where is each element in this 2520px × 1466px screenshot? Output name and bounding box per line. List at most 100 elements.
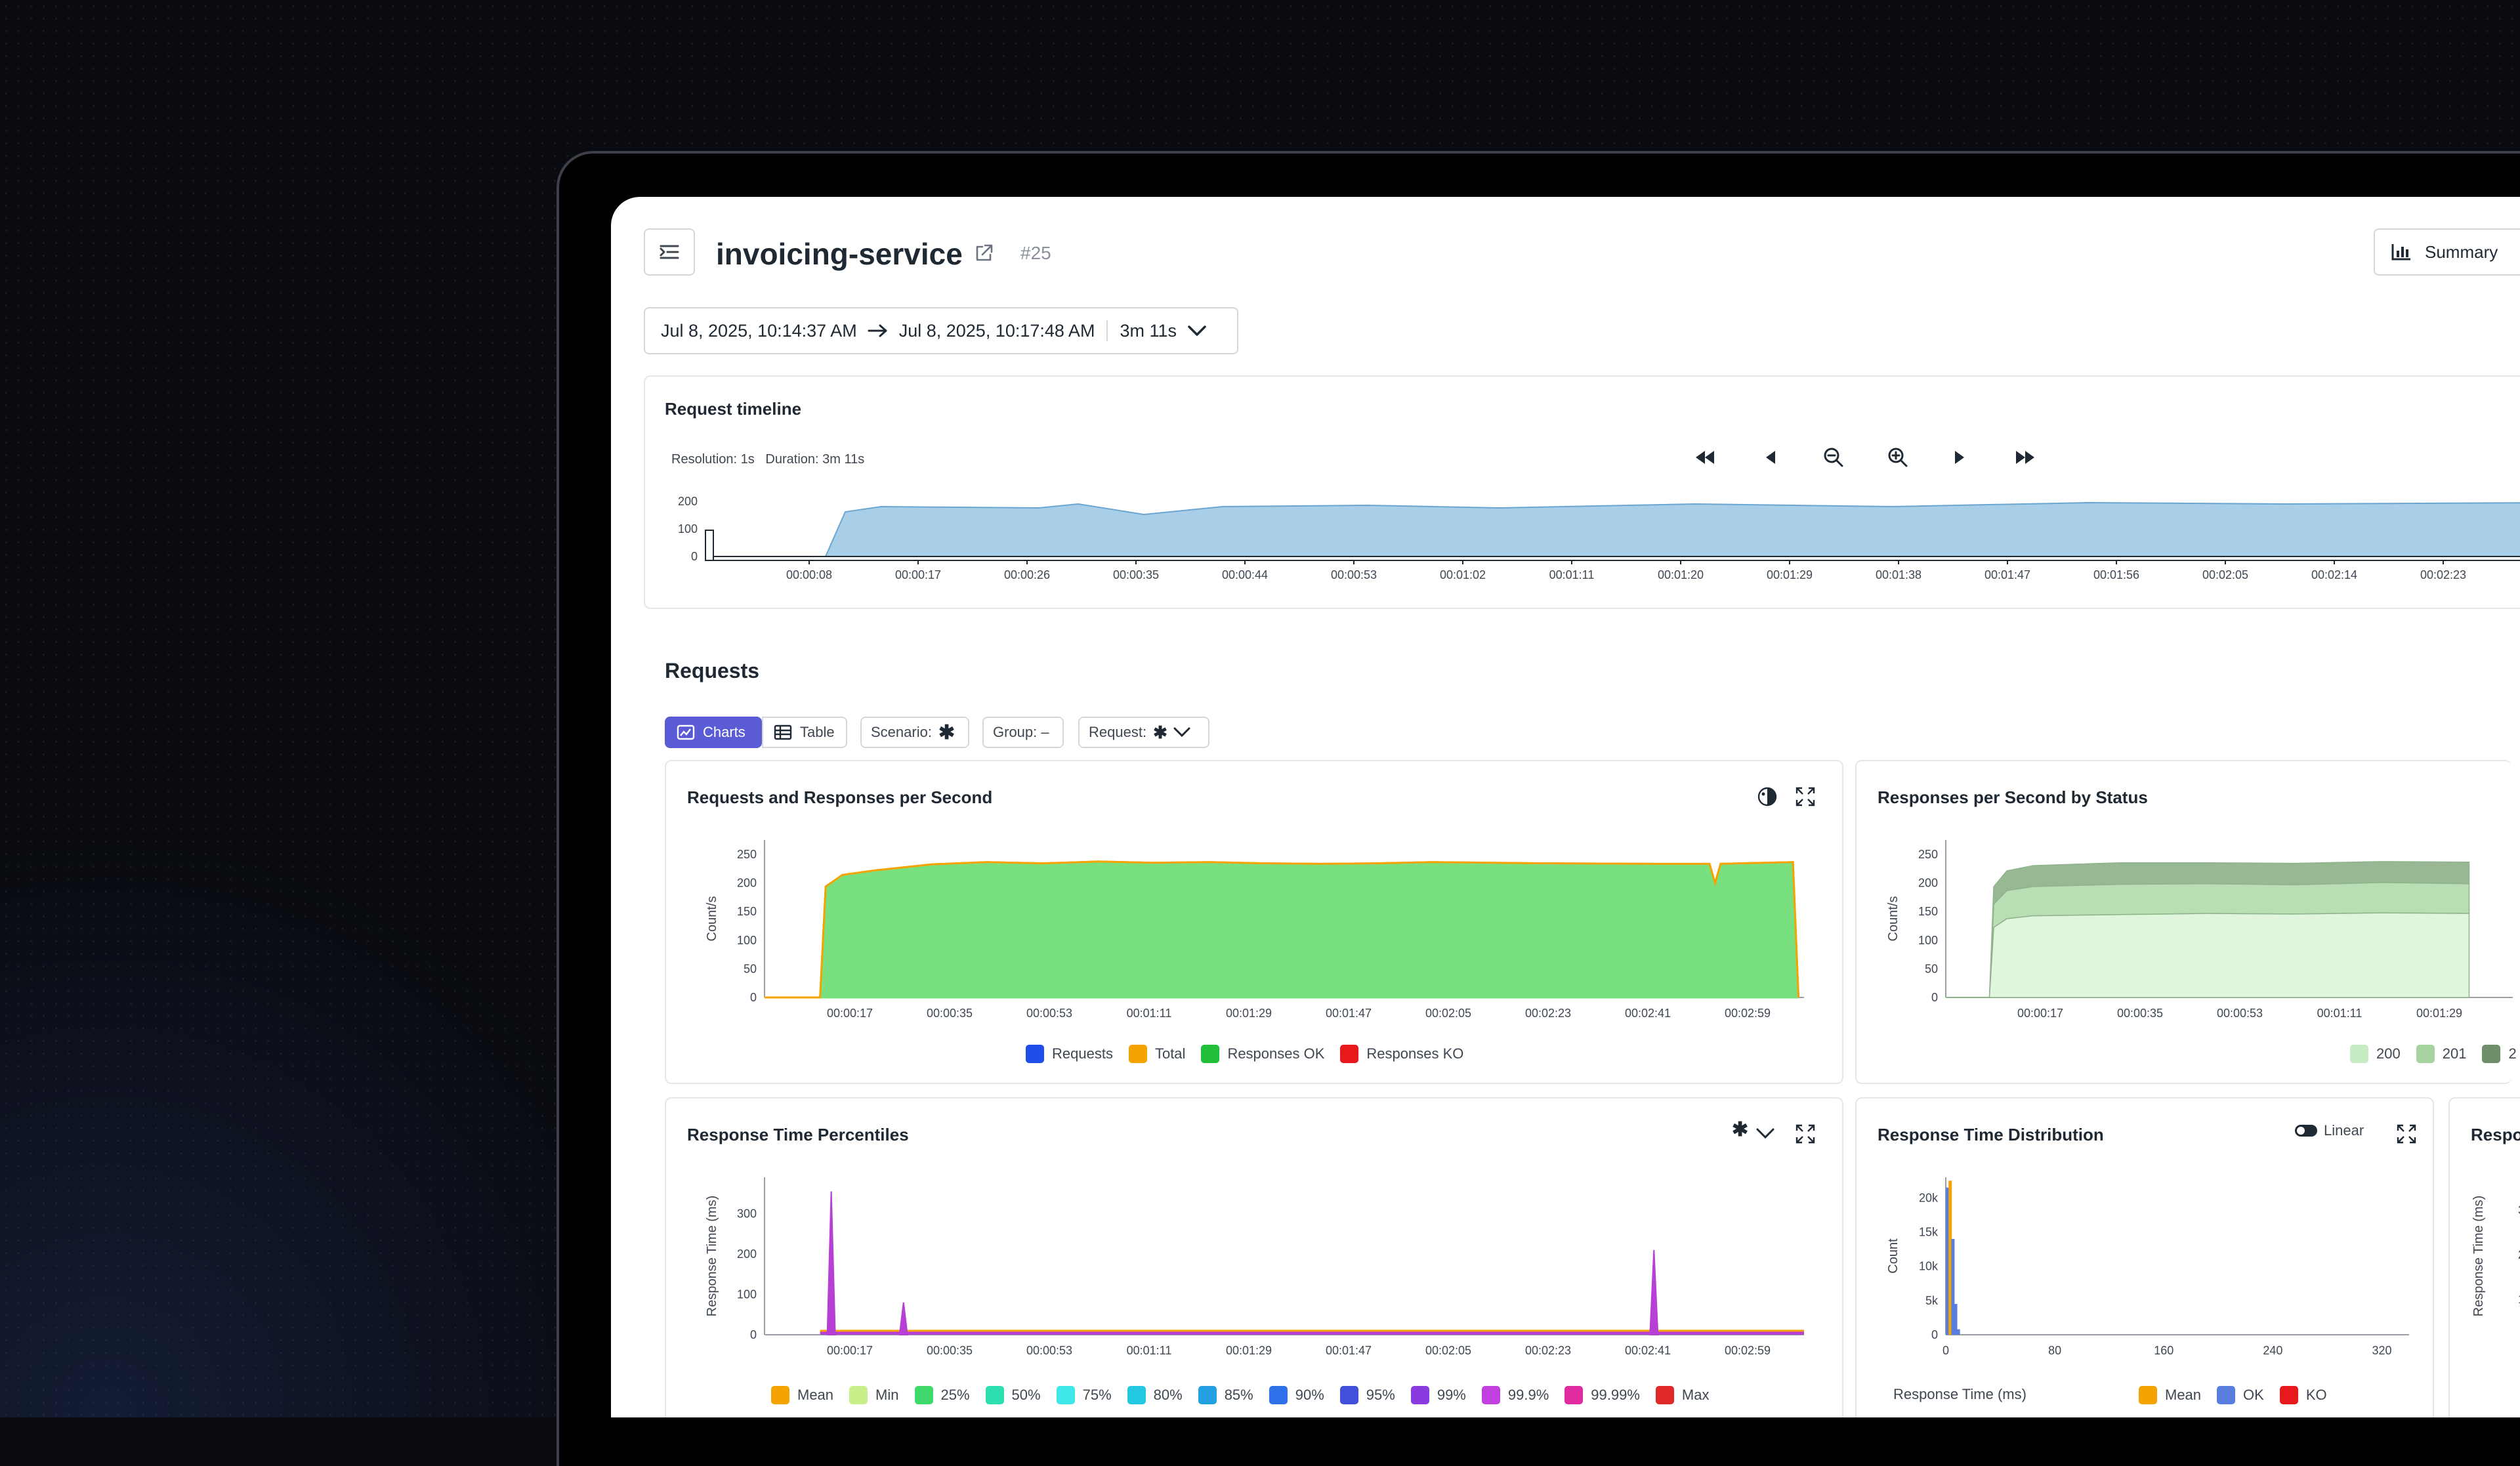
legend-item[interactable]: 201 bbox=[2416, 1045, 2466, 1063]
zoom-in-icon[interactable] bbox=[1887, 446, 1909, 469]
palette-icon[interactable] bbox=[1757, 786, 1778, 807]
x-tick-label: 00:02:05 bbox=[1425, 1344, 1471, 1357]
x-tick-label: 00:00:17 bbox=[2017, 1007, 2063, 1020]
legend-item[interactable]: 2 bbox=[2482, 1045, 2517, 1063]
scenario-filter[interactable]: Scenario: ✱ bbox=[860, 717, 969, 748]
legend-item[interactable]: 99.99% bbox=[1564, 1386, 1640, 1404]
legend-item[interactable]: OK bbox=[2217, 1386, 2264, 1404]
legend-item[interactable]: 80% bbox=[1127, 1386, 1183, 1404]
x-tick-label: 00:02:41 bbox=[1625, 1344, 1671, 1357]
timeline-chart[interactable]: 200 100 0 00:00:08 00:00:17 00:00:26 00:00:… bbox=[645, 488, 2520, 610]
arrow-right-icon bbox=[868, 324, 887, 337]
timeline-x-tick: 00:01:20 bbox=[1658, 568, 1704, 581]
requests-responses-chart[interactable]: 250 200 150 100 50 0 Count/s 00:00:17 00:00:35 00… bbox=[666, 833, 1845, 1024]
y-tick-label: 250 bbox=[1918, 848, 1938, 861]
percentiles-chart[interactable]: 300 200 100 0 Response Time (ms) 00:00:17 00:0… bbox=[666, 1171, 1845, 1368]
legend-item[interactable]: Max bbox=[1655, 1386, 1710, 1404]
percentile-spike bbox=[898, 1302, 908, 1335]
response-time-panel-partial: Respo 30 20 10 Response Time (ms) bbox=[2448, 1097, 2520, 1417]
legend-item[interactable]: 50% bbox=[985, 1386, 1041, 1404]
chevron-down-icon[interactable] bbox=[1755, 1127, 1775, 1141]
step-back-icon[interactable] bbox=[1762, 449, 1778, 466]
x-tick-label: 240 bbox=[2263, 1344, 2282, 1357]
rewind-icon[interactable] bbox=[1694, 449, 1716, 466]
y-tick-label: 250 bbox=[737, 848, 757, 861]
expand-icon[interactable] bbox=[1795, 1123, 1816, 1144]
legend-label: 75% bbox=[1082, 1387, 1112, 1403]
response-time-chart-partial[interactable]: 30 20 10 Response Time (ms) bbox=[2450, 1171, 2520, 1368]
tab-table[interactable]: Table bbox=[762, 717, 847, 748]
legend-swatch bbox=[2416, 1045, 2435, 1063]
legend-item[interactable]: 25% bbox=[914, 1386, 970, 1404]
x-tick-label: 00:02:23 bbox=[1525, 1007, 1571, 1020]
legend-item[interactable]: 99% bbox=[1410, 1386, 1466, 1404]
group-filter-label: Group: – bbox=[993, 724, 1049, 740]
expand-icon[interactable] bbox=[2396, 1123, 2417, 1144]
panel-title: Responses per Second by Status bbox=[1878, 787, 2148, 807]
legend-item[interactable]: 90% bbox=[1269, 1386, 1324, 1404]
asterisk-icon[interactable]: ✱ bbox=[1732, 1119, 1749, 1141]
x-tick-label: 00:02:41 bbox=[1625, 1007, 1671, 1020]
legend-item[interactable]: Min bbox=[849, 1386, 899, 1404]
group-filter[interactable]: Group: – bbox=[982, 717, 1064, 748]
legend-item[interactable]: Responses KO bbox=[1340, 1045, 1463, 1063]
legend-item[interactable]: 85% bbox=[1198, 1386, 1253, 1404]
legend-item[interactable]: 200 bbox=[2350, 1045, 2401, 1063]
legend-item[interactable]: 95% bbox=[1339, 1386, 1395, 1404]
responses-by-status-chart[interactable]: 250 200 150 100 50 0 Count/s 00:00:17 00:00:35 00… bbox=[1857, 833, 2513, 1024]
legend-label: Mean bbox=[797, 1387, 834, 1403]
legend-label: Max bbox=[1681, 1387, 1710, 1403]
y-tick-label: 10k bbox=[1919, 1260, 1939, 1273]
legend-item[interactable]: Mean bbox=[2139, 1386, 2201, 1404]
y-axis-label: Response Time (ms) bbox=[2471, 1196, 2486, 1317]
summary-button[interactable]: Summary bbox=[2374, 228, 2520, 276]
time-range-picker[interactable]: Jul 8, 2025, 10:14:37 AM Jul 8, 2025, 10… bbox=[644, 307, 1238, 354]
legend-swatch bbox=[1481, 1386, 1500, 1404]
distribution-chart[interactable]: 20k 15k 10k 5k 0 Count 0 80 160 240 320 bbox=[1857, 1171, 2435, 1368]
external-link-icon[interactable] bbox=[973, 243, 994, 264]
zoom-out-icon[interactable] bbox=[1822, 446, 1845, 469]
legend-swatch bbox=[2350, 1045, 2368, 1063]
y-axis-label: Response Time (ms) bbox=[705, 1196, 719, 1317]
legend-label: Responses KO bbox=[1366, 1045, 1464, 1062]
scenario-filter-label: Scenario: bbox=[871, 724, 932, 740]
distribution-bar bbox=[1946, 1187, 1950, 1335]
step-forward-icon[interactable] bbox=[1952, 449, 1968, 466]
x-tick-label: 00:02:05 bbox=[1425, 1007, 1471, 1020]
sidebar-toggle-button[interactable] bbox=[644, 228, 695, 276]
legend-swatch bbox=[1564, 1386, 1584, 1404]
divider bbox=[1106, 320, 1108, 341]
x-tick-label: 00:00:17 bbox=[827, 1007, 873, 1020]
tab-charts[interactable]: Charts bbox=[665, 717, 762, 748]
legend-swatch bbox=[1127, 1386, 1146, 1404]
y-tick-label: 100 bbox=[737, 934, 757, 947]
request-filter[interactable]: Request: ✱ bbox=[1078, 717, 1209, 748]
linear-toggle-label: Linear bbox=[2324, 1122, 2364, 1139]
legend-item[interactable]: Mean bbox=[771, 1386, 833, 1404]
timeline-brush-handle[interactable] bbox=[705, 530, 714, 561]
legend-item[interactable]: 99.9% bbox=[1481, 1386, 1549, 1404]
legend-label: 95% bbox=[1366, 1387, 1395, 1403]
linear-toggle[interactable]: Linear bbox=[2295, 1122, 2364, 1139]
legend-item[interactable]: 75% bbox=[1056, 1386, 1112, 1404]
y-tick-label: 200 bbox=[737, 1247, 757, 1261]
x-tick-label: 00:01:11 bbox=[2317, 1007, 2362, 1020]
x-tick-label: 00:01:29 bbox=[1226, 1344, 1272, 1357]
x-tick-label: 0 bbox=[1942, 1344, 1949, 1357]
app-window: invoicing-service #25 Summary Jul 8, 202… bbox=[611, 197, 2520, 1417]
timeline-x-tick: 00:00:53 bbox=[1331, 568, 1377, 581]
fast-forward-icon[interactable] bbox=[2014, 449, 2036, 466]
percentile-spike bbox=[1649, 1249, 1659, 1335]
y-tick-label: 0 bbox=[1931, 1328, 1938, 1341]
legend-item[interactable]: Total bbox=[1128, 1045, 1185, 1063]
legend-item[interactable]: KO bbox=[2279, 1386, 2327, 1404]
legend-item[interactable]: Requests bbox=[1026, 1045, 1113, 1063]
expand-icon[interactable] bbox=[1795, 786, 1816, 807]
legend-swatch bbox=[849, 1386, 868, 1404]
legend-label: 99% bbox=[1437, 1387, 1466, 1403]
legend-label: Min bbox=[875, 1387, 899, 1403]
legend-swatch bbox=[985, 1386, 1004, 1404]
legend-item[interactable]: Responses OK bbox=[1201, 1045, 1324, 1063]
y-tick-label: 0 bbox=[750, 991, 757, 1004]
request-timeline-panel: Request timeline Resolution: 1s Duration… bbox=[644, 375, 2520, 609]
